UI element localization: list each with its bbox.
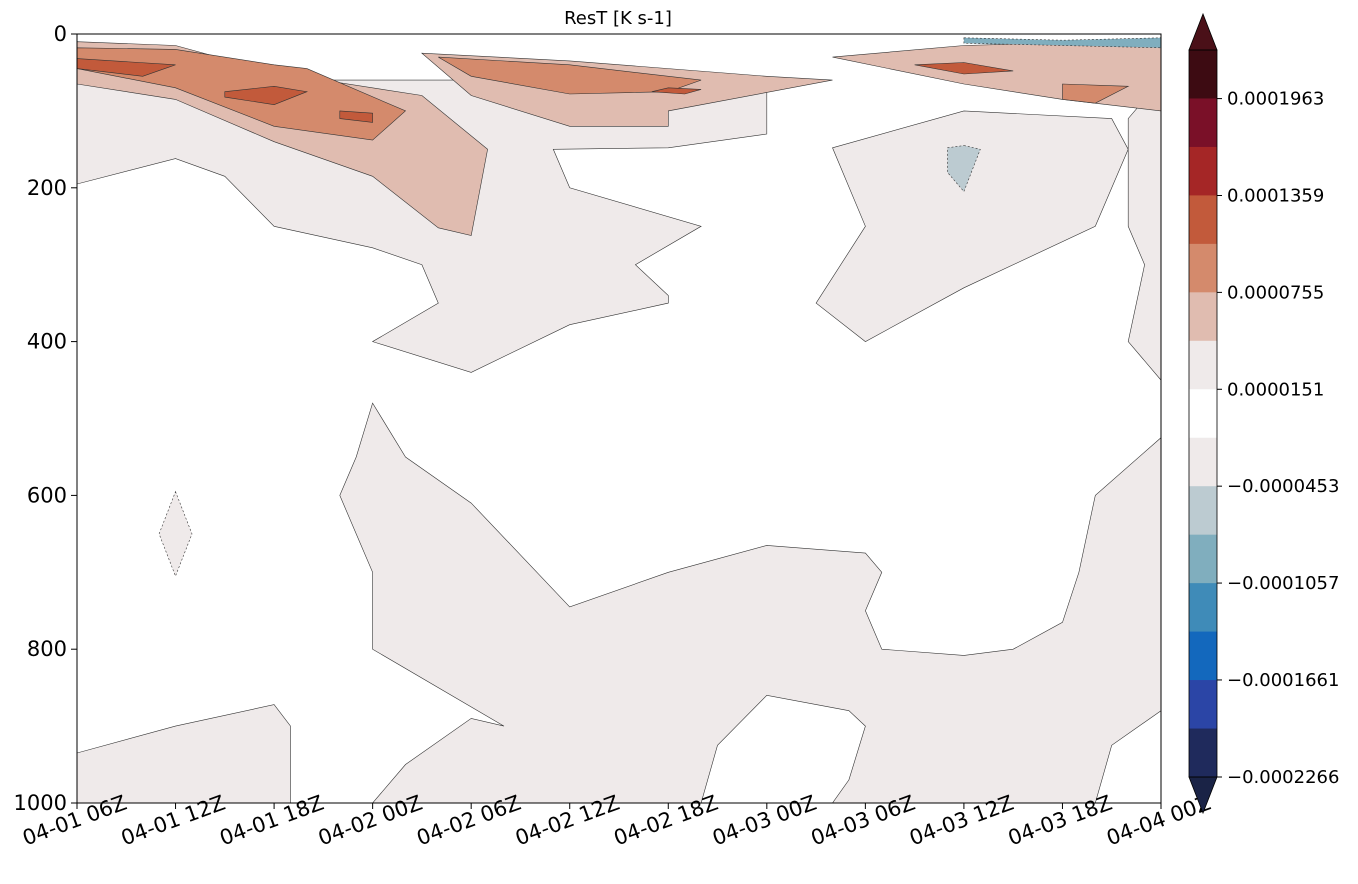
contour-plot-area bbox=[76, 33, 1162, 804]
colorbar-tick-label: 0.0000151 bbox=[1227, 379, 1324, 400]
colorbar-tick-label: 0.0001963 bbox=[1227, 89, 1324, 110]
chart-title: ResT [K s-1] bbox=[564, 8, 672, 29]
colorbar-frame bbox=[1188, 49, 1218, 778]
colorbar-segment bbox=[1189, 50, 1217, 99]
y-tick-label: 800 bbox=[27, 637, 67, 661]
colorbar-extend-max bbox=[1188, 12, 1218, 51]
y-tick-label: 0 bbox=[54, 22, 67, 46]
colorbar-segment bbox=[1189, 680, 1217, 730]
colorbar-segment bbox=[1189, 583, 1217, 633]
colorbar-segment bbox=[1189, 486, 1217, 536]
colorbar-segment bbox=[1189, 292, 1217, 342]
contour-region-2 bbox=[1127, 79, 1161, 381]
y-tick-label: 400 bbox=[27, 330, 67, 354]
colorbar-tick-label: −0.0001661 bbox=[1227, 670, 1339, 691]
colorbar-tick-label: 0.0001359 bbox=[1227, 185, 1324, 206]
contour-region-1 bbox=[815, 110, 1129, 342]
colorbar-segment bbox=[1189, 195, 1217, 245]
contour-region-11 bbox=[1062, 83, 1130, 104]
colorbar-segment bbox=[1189, 340, 1217, 390]
y-tick-label: 600 bbox=[27, 483, 67, 507]
contour-region-15 bbox=[914, 62, 1014, 75]
colorbar-segment bbox=[1189, 389, 1217, 439]
contour-region-12 bbox=[77, 58, 176, 77]
y-tick-label: 1000 bbox=[14, 791, 67, 815]
plot-frame bbox=[76, 33, 1162, 804]
colorbar-segment bbox=[1189, 728, 1217, 778]
contour-region-4 bbox=[339, 402, 1161, 803]
colorbar-segment bbox=[1189, 534, 1217, 584]
colorbar-segment bbox=[1189, 243, 1217, 293]
colorbar-segment bbox=[1189, 98, 1217, 148]
colorbar-segment bbox=[1189, 437, 1217, 487]
colorbar-segment bbox=[1189, 631, 1217, 681]
contour-region-13 bbox=[224, 85, 309, 106]
contour-region-5 bbox=[77, 704, 291, 803]
y-tick-label: 200 bbox=[27, 176, 67, 200]
contour-region-18 bbox=[963, 37, 1161, 49]
contour-region-16 bbox=[651, 87, 702, 95]
contour-region-17 bbox=[947, 145, 981, 193]
contour-region-14 bbox=[339, 110, 373, 123]
contour-region-0 bbox=[77, 79, 768, 373]
colorbar-tick-label: −0.0000453 bbox=[1227, 476, 1339, 497]
colorbar: 0.0001963 0.0001359 0.0000755 0.0000151 −0.0… bbox=[1188, 12, 1339, 815]
colorbar-tick-label: −0.0002266 bbox=[1227, 767, 1339, 788]
y-axis: 0 200 400 600 800 1000 bbox=[14, 22, 77, 815]
contour-region-3 bbox=[158, 490, 193, 577]
colorbar-tick-label: −0.0001057 bbox=[1227, 573, 1339, 594]
colorbar-tick-label: 0.0000755 bbox=[1227, 282, 1324, 303]
colorbar-segment bbox=[1189, 146, 1217, 196]
